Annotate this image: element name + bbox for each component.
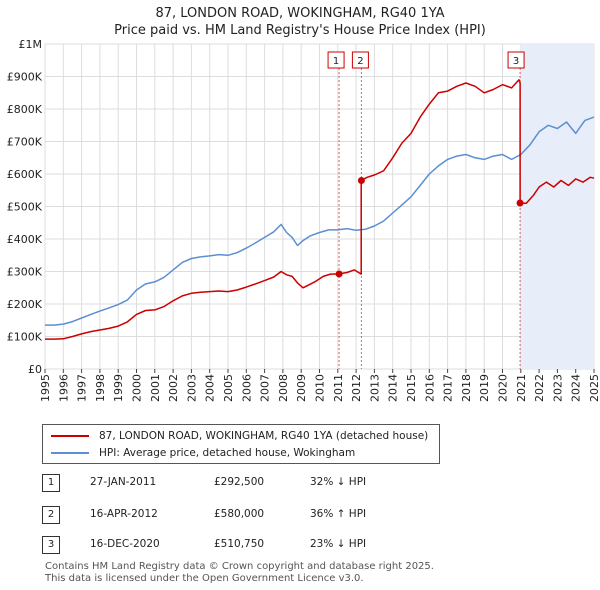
sale-points	[335, 177, 524, 278]
sale-label-box	[351, 51, 369, 69]
transaction-date: 16-APR-2012	[90, 508, 158, 520]
x-tick-label: 2007	[259, 374, 272, 402]
sale-point	[357, 177, 365, 184]
transaction-price: £510,750	[214, 538, 265, 550]
x-tick-label: 2015	[405, 374, 418, 402]
y-tick-label: £500K	[7, 201, 43, 214]
footer-copyright: Contains HM Land Registry data © Crown c…	[45, 561, 434, 572]
transaction-price: £292,500	[214, 476, 265, 488]
x-tick-label: 2006	[240, 374, 253, 402]
y-tick-label: £0	[28, 363, 42, 376]
x-tick-label: 2004	[204, 374, 217, 402]
x-tick-label: 2021	[515, 374, 528, 402]
y-tick-label: £100K	[7, 331, 43, 344]
x-tick-label: 2008	[277, 374, 290, 402]
sale-point	[516, 199, 524, 207]
y-tick-label: £600K	[7, 168, 43, 181]
transaction-hpi: 36% ↑ HPI	[310, 508, 367, 520]
transaction-date: 16-DEC-2020	[90, 538, 160, 550]
y-tick-label: £700K	[7, 136, 43, 149]
y-tick-label: £200K	[7, 298, 43, 311]
sale-label-text: 3	[513, 56, 519, 67]
x-tick-label: 2020	[497, 374, 510, 402]
transaction-date: 27-JAN-2011	[90, 476, 157, 488]
y-tick-label: £300K	[7, 266, 43, 279]
y-tick-label: £900K	[7, 71, 43, 84]
transaction-hpi: 23% ↓ HPI	[310, 538, 367, 550]
sale-label-box	[327, 51, 345, 69]
legend-swatch-price	[51, 435, 89, 437]
sale-label: 2	[351, 51, 369, 69]
x-tick-label: 2002	[167, 374, 180, 402]
x-tick-label: 2000	[131, 374, 144, 402]
legend-item-hpi: HPI: Average price, detached house, Woki…	[51, 445, 355, 461]
x-tick-label: 2003	[185, 374, 198, 402]
sale-label: 3	[507, 51, 525, 69]
transaction-hpi: 32% ↓ HPI	[310, 476, 367, 488]
x-tick-label: 1998	[94, 374, 107, 402]
footer-licence: This data is licensed under the Open Gov…	[45, 573, 364, 584]
sale-label: 1	[327, 51, 345, 69]
x-tick-label: 2022	[533, 374, 546, 402]
y-tick-label: £400K	[7, 233, 43, 246]
transaction-number: 1	[42, 474, 60, 492]
highlight-region	[520, 44, 594, 369]
x-tick-label: 2013	[368, 374, 381, 402]
grid	[44, 43, 595, 370]
x-tick-label: 2009	[295, 374, 308, 402]
x-tick-label: 2014	[387, 374, 400, 402]
sale-point	[335, 270, 343, 278]
x-tick-label: 1996	[57, 374, 70, 402]
x-tick-label: 2011	[332, 374, 345, 402]
sale-label-text: 2	[357, 56, 363, 67]
sale-label-box	[507, 51, 525, 69]
highlight-band	[520, 44, 594, 369]
legend-label-price: 87, LONDON ROAD, WOKINGHAM, RG40 1YA (de…	[99, 430, 429, 442]
x-tick-label: 2005	[222, 374, 235, 402]
y-tick-label: £1M	[19, 38, 43, 51]
transaction-price: £580,000	[214, 508, 265, 520]
x-tick-label: 2018	[460, 374, 473, 402]
x-tick-label: 2012	[350, 374, 363, 402]
price-chart: £0 £100K £200K £300K £400K £500K £600K £700K £80…	[7, 38, 600, 402]
sale-label-text: 1	[333, 56, 339, 67]
legend-swatch-hpi	[51, 452, 89, 454]
x-tick-label: 2010	[314, 374, 327, 402]
legend: 87, LONDON ROAD, WOKINGHAM, RG40 1YA (de…	[42, 424, 440, 464]
transaction-number: 3	[42, 536, 60, 554]
legend-item-price: 87, LONDON ROAD, WOKINGHAM, RG40 1YA (de…	[51, 428, 428, 444]
sale-labels: 1 2 3	[327, 51, 525, 69]
x-tick-label: 2023	[551, 374, 564, 402]
x-tick-label: 1999	[112, 374, 125, 402]
x-tick-label: 1997	[76, 374, 89, 402]
x-tick-label: 2001	[149, 374, 162, 402]
legend-label-hpi: HPI: Average price, detached house, Woki…	[99, 447, 356, 459]
x-tick-label: 2016	[423, 374, 436, 402]
hpi-line	[45, 116, 595, 326]
y-tick-label: £800K	[7, 103, 43, 116]
x-tick-label: 2019	[478, 374, 491, 402]
axes: £0 £100K £200K £300K £400K £500K £600K £700K £80…	[7, 38, 600, 402]
x-tick-label: 2024	[570, 374, 583, 402]
chart-title: 87, LONDON ROAD, WOKINGHAM, RG40 1YA	[155, 6, 445, 21]
x-tick-label: 1995	[39, 374, 52, 402]
x-tick-label: 2017	[442, 374, 455, 402]
transaction-number: 2	[42, 506, 60, 524]
x-tick-label: 2025	[588, 374, 600, 402]
chart-subtitle: Price paid vs. HM Land Registry's House …	[114, 23, 486, 38]
